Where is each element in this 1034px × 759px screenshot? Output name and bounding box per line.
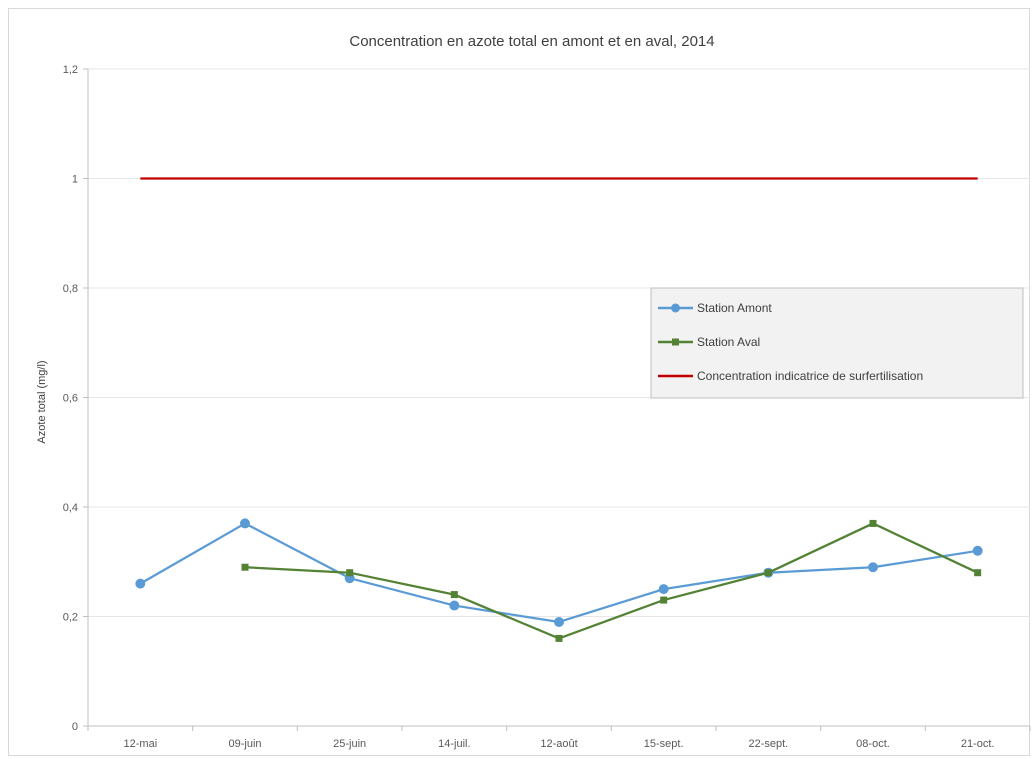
data-point <box>135 578 146 589</box>
chart-title: Concentration en azote total en amont et… <box>349 33 714 50</box>
legend-item: Concentration indicatrice de surfertilis… <box>658 369 923 383</box>
y-tick-label: 0,2 <box>63 612 78 624</box>
data-point <box>764 569 772 577</box>
data-point <box>554 616 564 627</box>
data-point <box>240 518 250 529</box>
x-tick-label: 09-juin <box>228 738 261 750</box>
y-tick-label: 0,6 <box>63 393 78 405</box>
legend-item: Station Aval <box>658 335 760 349</box>
y-tick-label: 1,2 <box>63 64 78 76</box>
series-2 <box>241 519 982 642</box>
x-tick-label: 12-août <box>540 738 577 750</box>
series-line <box>244 522 979 640</box>
x-tick-label: 15-sept. <box>644 738 684 750</box>
legend: Station Amont Station Aval Concentration i… <box>650 287 1024 399</box>
data-point <box>241 563 249 571</box>
legend-swatch-marker <box>672 338 679 346</box>
legend-label: Station Amont <box>697 301 772 315</box>
y-tick-label: 0,8 <box>63 283 78 295</box>
x-tick-label: 14-juil. <box>438 738 470 750</box>
y-axis-title: Azote total (mg/l) <box>36 360 48 443</box>
data-point <box>450 591 458 599</box>
series-line <box>139 522 978 624</box>
y-tick-label: 0,4 <box>63 502 78 514</box>
x-tick-label: 08-oct. <box>856 738 890 750</box>
legend-box <box>650 287 1024 399</box>
data-point <box>868 562 878 573</box>
series-layer <box>135 177 983 642</box>
x-tick-label: 25-juin <box>333 738 366 750</box>
series-1 <box>135 518 983 627</box>
legend-label: Concentration indicatrice de surfertilis… <box>697 369 923 383</box>
y-tick-label: 1 <box>72 174 78 186</box>
chart-frame: Concentration en azote total en amont et… <box>8 8 1031 756</box>
y-tick-label: 0 <box>72 721 78 733</box>
data-point <box>972 545 983 556</box>
x-tick-label: 12-mai <box>124 738 158 750</box>
axes: 0 0,2 0,4 0,6 0,8 1 1,2 12-mai 09-juin 25-juin 14-… <box>63 64 1031 750</box>
legend-swatch-marker <box>671 303 680 313</box>
x-tick-label: 22-sept. <box>748 738 788 750</box>
chart-svg: Concentration en azote total en amont et… <box>36 33 1031 750</box>
data-point <box>346 569 354 577</box>
data-point <box>658 584 669 595</box>
data-point <box>660 596 668 604</box>
data-point <box>449 600 460 611</box>
data-point <box>869 519 877 527</box>
data-point <box>555 634 563 642</box>
legend-label: Station Aval <box>697 335 760 349</box>
legend-item: Station Amont <box>658 301 772 315</box>
x-tick-label: 21-oct. <box>961 738 995 750</box>
data-point <box>974 569 982 577</box>
